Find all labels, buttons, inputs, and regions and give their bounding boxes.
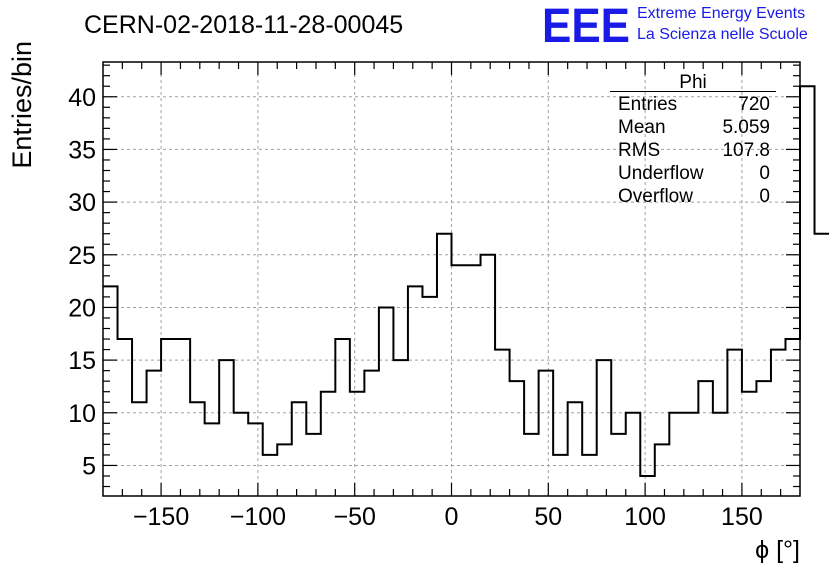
stats-row-value: 0: [759, 186, 770, 207]
stats-row-label: Overflow: [618, 186, 693, 207]
x-tick-label: −100: [230, 503, 286, 531]
x-tick-label: −150: [133, 503, 189, 531]
x-tick-label: 0: [445, 503, 459, 531]
histogram-bin: [190, 402, 205, 496]
histogram-bin: [132, 402, 147, 496]
histogram-bin: [611, 434, 626, 496]
stats-row-label: Mean: [618, 117, 666, 138]
logo-line-2: La Scienza nelle Scuole: [637, 26, 808, 43]
tick-labels: −150 −100 −50 0 50 100 150 5 10 15 20 25 30 35 40: [68, 84, 763, 531]
x-axis-title: ϕ [°]: [755, 536, 800, 564]
histogram-bin: [597, 360, 612, 496]
eee-logo: EEE Extreme Energy Events La Scienza nel…: [542, 0, 808, 53]
histogram-line: [103, 85, 830, 477]
histogram-bin: [640, 476, 655, 496]
stats-box: Phi Entries 720 Mean 5.059 RMS 107.8 Underflow…: [610, 72, 776, 207]
histogram-bin: [669, 413, 684, 496]
y-tick-label: 40: [68, 84, 96, 112]
histogram-bin: [452, 265, 467, 496]
y-tick-label: 25: [68, 242, 96, 270]
histogram-bin: [539, 371, 554, 496]
histogram-bin: [481, 255, 496, 496]
y-tick-label: 30: [68, 189, 96, 217]
histogram-bin: [277, 444, 292, 496]
histogram-bin: [437, 234, 452, 496]
y-tick-label: 10: [68, 400, 96, 428]
histogram-bin: [263, 455, 278, 496]
histogram-bin: [684, 413, 699, 496]
histogram-bin: [205, 423, 220, 496]
histogram-bin: [219, 360, 234, 496]
logo-line-1: Extreme Energy Events: [637, 5, 805, 22]
histogram-bin: [524, 434, 539, 496]
histogram-bin: [742, 392, 757, 496]
stats-row-label: Underflow: [618, 163, 704, 184]
histogram-bin: [335, 339, 350, 496]
histogram-bin: [785, 339, 800, 496]
logo-mark: EEE: [542, 0, 630, 53]
y-axis-title: Entries/bin: [7, 41, 37, 169]
histogram-bin: [103, 286, 118, 496]
histogram-bin: [466, 265, 481, 496]
histogram-bin: [234, 413, 249, 496]
histogram-bin: [364, 371, 379, 496]
chart-title: CERN-02-2018-11-28-00045: [84, 11, 403, 39]
histogram-bin: [655, 444, 670, 496]
histogram-bin: [321, 392, 336, 496]
histogram-bin: [582, 455, 597, 496]
histogram-bin: [698, 381, 713, 496]
histogram-bin: [800, 86, 815, 496]
stats-row-label: Entries: [618, 94, 677, 115]
stats-row-value: 5.059: [722, 117, 770, 138]
histogram-bin: [408, 286, 423, 496]
y-tick-label: 5: [82, 452, 96, 480]
y-tick-label: 35: [68, 136, 96, 164]
x-tick-label: 100: [624, 503, 666, 531]
histogram-bin: [147, 371, 162, 496]
histogram-bin: [379, 307, 394, 496]
histogram-bin: [815, 234, 830, 496]
histogram-bin: [292, 402, 307, 496]
histogram-bin: [306, 434, 321, 496]
stats-row-value: 107.8: [722, 140, 770, 161]
histogram-bin: [553, 455, 568, 496]
histogram-bin: [176, 339, 191, 496]
stats-row-label: RMS: [618, 140, 660, 161]
histogram-bin: [771, 350, 786, 496]
histogram-bin: [393, 360, 408, 496]
histogram-bin: [568, 402, 583, 496]
histogram-bin: [422, 297, 437, 496]
histogram-bin: [727, 350, 742, 496]
y-tick-label: 15: [68, 347, 96, 375]
histogram-bin: [756, 381, 771, 496]
stats-row-value: 720: [738, 94, 770, 115]
histogram-bin: [118, 339, 133, 496]
y-tick-label: 20: [68, 294, 96, 322]
histogram-bins: [103, 86, 829, 496]
histogram-bin: [495, 350, 510, 496]
axis-ticks: [103, 62, 800, 496]
x-tick-label: 50: [534, 503, 562, 531]
stats-title: Phi: [679, 72, 706, 93]
stats-row-value: 0: [759, 163, 770, 184]
histogram-bin: [248, 423, 263, 496]
x-tick-label: −50: [333, 503, 375, 531]
histogram-bin: [713, 413, 728, 496]
histogram-bin: [161, 339, 176, 496]
histogram-bin: [626, 413, 641, 496]
x-tick-label: 150: [721, 503, 763, 531]
histogram-bin: [350, 392, 365, 496]
histogram-bin: [510, 381, 525, 496]
